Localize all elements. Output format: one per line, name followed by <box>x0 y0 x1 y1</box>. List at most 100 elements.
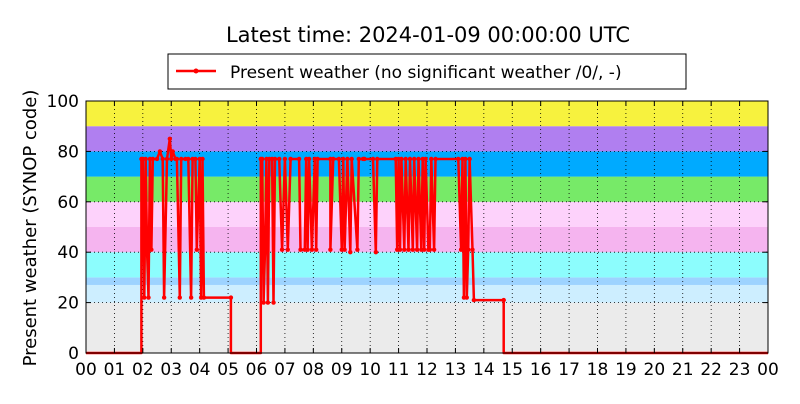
x-tick-label: 19 <box>615 360 637 380</box>
data-point <box>271 300 276 305</box>
data-point <box>407 156 413 162</box>
data-point <box>423 156 428 162</box>
data-point <box>169 156 174 162</box>
y-axis-label: Present weather (SYNOP code) <box>20 90 41 367</box>
x-tick-label: 17 <box>558 360 580 380</box>
data-point <box>362 156 367 162</box>
data-point <box>146 295 151 300</box>
data-point <box>331 156 336 162</box>
data-point <box>160 156 165 162</box>
legend-box <box>167 53 687 90</box>
data-point <box>470 247 475 252</box>
data-point <box>458 247 464 252</box>
x-tick-label: 21 <box>672 360 694 380</box>
data-point <box>305 247 310 252</box>
legend-series-label: Present weather (no significant weather … <box>230 63 622 83</box>
data-point <box>406 247 411 252</box>
data-point <box>467 156 472 162</box>
data-point <box>403 156 408 162</box>
data-point <box>186 156 191 162</box>
data-point <box>397 247 403 252</box>
data-point <box>167 136 173 141</box>
x-tick-label: 08 <box>303 360 325 380</box>
x-tick-label: 09 <box>331 360 353 380</box>
data-point <box>464 295 469 300</box>
data-point <box>259 156 265 162</box>
data-point <box>348 250 353 255</box>
x-tick-label: 14 <box>473 360 495 380</box>
x-tick-label: 03 <box>160 360 182 380</box>
y-tick-label: 20 <box>57 294 79 314</box>
data-point <box>466 247 471 252</box>
data-point <box>471 297 477 303</box>
y-tick-label: 100 <box>47 92 79 112</box>
data-point <box>373 250 379 255</box>
data-point <box>336 156 342 162</box>
data-point <box>306 156 312 162</box>
data-point <box>174 156 180 162</box>
y-tick-label: 40 <box>57 243 79 263</box>
data-point <box>340 156 346 162</box>
data-point <box>501 297 506 303</box>
x-tick-label: 20 <box>644 360 666 380</box>
data-point <box>375 156 380 162</box>
data-point <box>262 247 268 252</box>
data-point <box>309 247 315 252</box>
data-point <box>279 247 285 252</box>
data-point <box>296 156 302 162</box>
y-tick-label: 80 <box>57 142 79 162</box>
data-point <box>143 156 148 162</box>
data-point <box>356 156 361 162</box>
data-point <box>349 156 354 162</box>
data-point <box>328 247 333 252</box>
x-tick-label: 16 <box>530 360 552 380</box>
data-point <box>149 247 154 252</box>
data-point <box>355 247 360 252</box>
data-point <box>456 156 461 162</box>
x-tick-label: 06 <box>246 360 268 380</box>
x-tick-label: 00 <box>757 360 779 380</box>
data-point <box>261 300 266 305</box>
data-point <box>313 247 319 252</box>
data-point <box>315 156 320 162</box>
legend-marker <box>193 68 199 74</box>
data-point <box>200 156 205 162</box>
data-point <box>164 156 170 162</box>
x-tick-label: 01 <box>104 360 126 380</box>
x-tick-label: 00 <box>75 360 97 380</box>
series-layer <box>86 136 768 355</box>
data-point <box>277 156 282 162</box>
data-point <box>427 247 433 252</box>
x-tick-label: 02 <box>132 360 154 380</box>
x-tick-label: 07 <box>274 360 296 380</box>
data-point <box>193 156 198 162</box>
data-point <box>402 247 407 252</box>
x-tick-label: 11 <box>388 360 410 380</box>
data-point <box>177 295 182 300</box>
data-point <box>201 295 207 300</box>
data-point <box>285 247 290 252</box>
data-point <box>272 156 278 162</box>
y-tick-label: 60 <box>57 193 79 213</box>
x-tick-label: 23 <box>729 360 751 380</box>
data-point <box>161 295 167 300</box>
x-tick-label: 18 <box>587 360 609 380</box>
data-point <box>463 156 468 162</box>
data-point <box>416 156 421 162</box>
data-point <box>265 300 271 305</box>
band-0-20 <box>86 302 768 353</box>
legend: Present weather (no significant weather … <box>167 53 687 90</box>
x-tick-label: 13 <box>445 360 467 380</box>
band-80-90 <box>86 126 768 152</box>
data-point <box>194 247 200 252</box>
data-point <box>288 156 293 162</box>
data-point <box>410 247 415 252</box>
x-tick-label: 22 <box>700 360 722 380</box>
data-point <box>412 156 417 162</box>
data-point <box>170 149 175 154</box>
data-point <box>144 250 150 255</box>
data-point <box>298 247 303 252</box>
data-point <box>154 156 160 162</box>
